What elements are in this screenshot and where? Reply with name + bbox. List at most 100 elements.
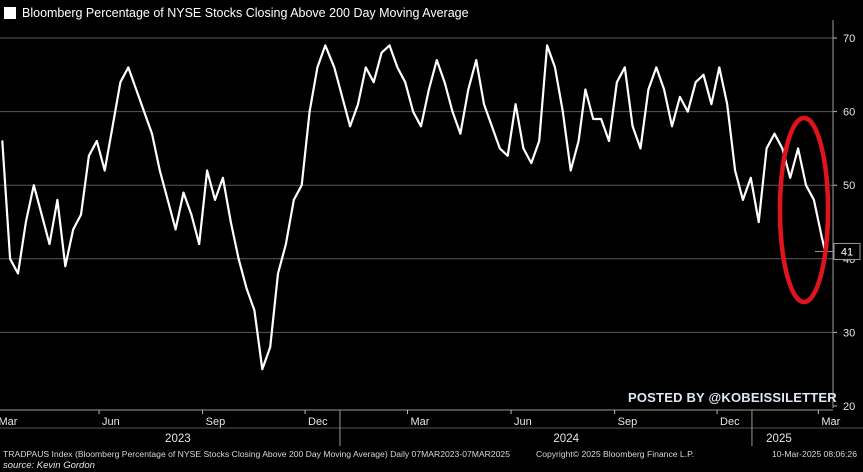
- highlight-ellipse: [777, 115, 831, 305]
- data-point: [781, 147, 784, 150]
- data-point: [820, 235, 823, 238]
- data-point: [222, 176, 224, 179]
- data-point: [506, 154, 509, 157]
- x-tick-label: Jun: [102, 416, 120, 428]
- data-point: [631, 125, 634, 128]
- data-point: [277, 272, 279, 275]
- data-point: [324, 44, 327, 47]
- data-point: [742, 199, 744, 201]
- data-point: [269, 346, 272, 348]
- data-point: [72, 228, 75, 231]
- x-tick-label: Mar: [821, 416, 840, 428]
- data-point: [229, 221, 232, 223]
- data-point: [765, 147, 768, 150]
- year-label: 2025: [766, 433, 792, 445]
- data-point: [127, 66, 130, 69]
- data-point: [119, 81, 122, 84]
- data-point: [679, 96, 681, 98]
- series-line: [1, 44, 827, 371]
- data-point: [663, 88, 665, 91]
- data-point: [349, 125, 351, 128]
- y-tick-label: 50: [843, 180, 855, 192]
- data-point: [710, 103, 713, 106]
- data-point: [17, 272, 19, 275]
- data-point: [396, 66, 399, 69]
- footer-copyright: Copyright© 2025 Bloomberg Finance L.P.: [536, 449, 695, 459]
- data-point: [372, 81, 375, 84]
- legend-swatch: [4, 7, 16, 19]
- data-point: [483, 103, 485, 106]
- x-tick-label: Sep: [618, 416, 638, 428]
- data-point: [48, 243, 51, 246]
- data-point: [734, 169, 736, 172]
- data-point: [56, 199, 59, 201]
- last-value-box: [833, 242, 861, 260]
- footer-timestamp: 10-Mar-2025 08:06:26: [771, 449, 857, 459]
- data-point: [182, 191, 185, 194]
- x-tick-label: Mar: [0, 416, 18, 428]
- footer-index-description: TRADPAUS Index (Bloomberg Percentage of …: [3, 449, 510, 459]
- data-point: [95, 140, 98, 142]
- data-point: [561, 110, 564, 113]
- data-point: [412, 110, 414, 113]
- y-tick-label: 30: [843, 327, 855, 339]
- data-point: [443, 81, 446, 84]
- data-point: [475, 59, 478, 61]
- legend: Bloomberg Percentage of NYSE Stocks Clos…: [4, 6, 469, 20]
- data-point: [103, 169, 106, 172]
- data-point: [694, 81, 697, 84]
- y-tick-label: 70: [843, 33, 855, 45]
- data-point: [174, 228, 177, 231]
- data-point: [655, 66, 658, 69]
- data-point: [245, 287, 248, 290]
- data-point: [380, 51, 383, 54]
- data-point: [341, 96, 344, 98]
- data-point: [577, 140, 580, 142]
- data-point: [749, 176, 752, 179]
- last-value-label: 41: [841, 246, 853, 258]
- data-point: [32, 184, 35, 187]
- data-point: [522, 147, 525, 150]
- data-point: [166, 199, 169, 201]
- data-point: [538, 140, 541, 142]
- data-point: [498, 147, 501, 150]
- data-point: [364, 66, 367, 69]
- data-point: [292, 199, 295, 201]
- data-point: [64, 265, 67, 268]
- data-point: [237, 257, 240, 260]
- data-point: [726, 103, 729, 106]
- data-point: [111, 125, 114, 128]
- data-point: [600, 118, 602, 120]
- x-tick-label: Jun: [514, 416, 532, 428]
- data-point: [592, 118, 595, 120]
- data-point: [420, 125, 422, 128]
- data-point: [214, 199, 216, 201]
- data-point: [789, 176, 792, 179]
- data-point: [757, 221, 760, 223]
- data-point: [584, 88, 587, 91]
- data-point: [261, 368, 264, 371]
- footer: TRADPAUS Index (Bloomberg Percentage of …: [0, 448, 863, 472]
- data-point: [143, 110, 146, 113]
- data-point: [639, 147, 642, 150]
- y-tick-label: 20: [843, 401, 855, 413]
- data-point: [25, 221, 27, 223]
- data-point: [686, 110, 689, 113]
- data-point: [40, 213, 43, 216]
- x-tick-label: Mar: [410, 416, 429, 428]
- data-point: [671, 125, 673, 128]
- data-point: [158, 169, 161, 172]
- data-point: [514, 103, 517, 106]
- data-point: [773, 132, 776, 135]
- year-label: 2023: [165, 433, 191, 445]
- data-point: [135, 88, 138, 91]
- data-point: [300, 184, 303, 187]
- data-point: [253, 309, 256, 312]
- watermark: POSTED BY @KOBEISSILETTER: [628, 390, 837, 405]
- x-tick-label: Sep: [206, 416, 226, 428]
- data-point: [647, 88, 650, 91]
- year-label: 2024: [553, 433, 579, 445]
- data-point: [206, 169, 209, 172]
- data-point: [285, 243, 287, 246]
- data-point: [530, 162, 533, 165]
